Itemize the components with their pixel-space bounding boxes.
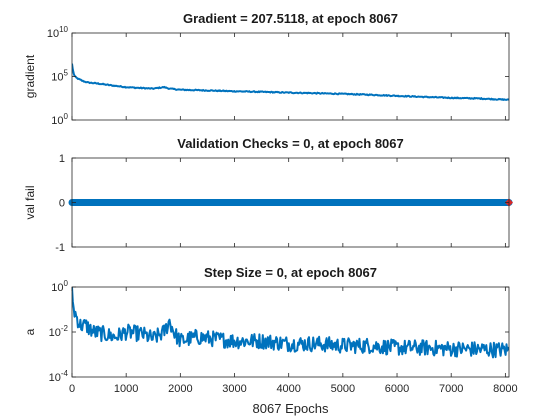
step-size-ytick-label: 10-2: [49, 324, 69, 339]
step-size-xtick-label: 7000: [439, 383, 463, 395]
gradient-ytick-label: 1010: [47, 25, 69, 40]
gradient-ytick-label: 100: [51, 112, 68, 127]
gradient-subplot: Gradient = 207.5118, at epoch 8067 gradie…: [23, 11, 509, 127]
step-size-title: Step Size = 0, at epoch 8067: [204, 265, 377, 280]
step-size-xtick-label: 6000: [385, 383, 409, 395]
step-size-xtick-label: 1000: [114, 383, 138, 395]
validation-checks-ylabel: val fail: [23, 185, 37, 219]
validation-checks-ytick-label: 0: [59, 198, 65, 210]
validation-checks-title: Validation Checks = 0, at epoch 8067: [177, 136, 404, 151]
validation-checks-ytick-label: -1: [55, 242, 65, 254]
gradient-axes-box: [72, 33, 509, 120]
step-size-ytick-label: 10-4: [49, 369, 69, 384]
step-size-subplot: Step Size = 0, at epoch 8067 a 0 1000 2000 30…: [23, 265, 518, 416]
gradient-ytick-label: 105: [51, 69, 68, 84]
step-size-ylabel: a: [23, 328, 37, 335]
step-size-series-line: [72, 287, 509, 357]
validation-checks-subplot: Validation Checks = 0, at epoch 8067 val …: [23, 136, 513, 254]
validation-checks-ytick-label: 1: [59, 153, 65, 165]
step-size-xtick-label: 8000: [493, 383, 517, 395]
step-size-xtick-label: 4000: [276, 383, 300, 395]
step-size-xtick-label: 3000: [222, 383, 246, 395]
step-size-xlabel: 8067 Epochs: [253, 401, 329, 416]
step-size-xtick-label: 2000: [168, 383, 192, 395]
gradient-series-line: [72, 64, 509, 100]
gradient-ylabel: gradient: [23, 54, 37, 98]
gradient-title: Gradient = 207.5118, at epoch 8067: [183, 11, 398, 26]
step-size-ytick-label: 100: [51, 279, 68, 294]
step-size-xtick-label: 0: [69, 383, 75, 395]
step-size-xtick-label: 5000: [331, 383, 355, 395]
